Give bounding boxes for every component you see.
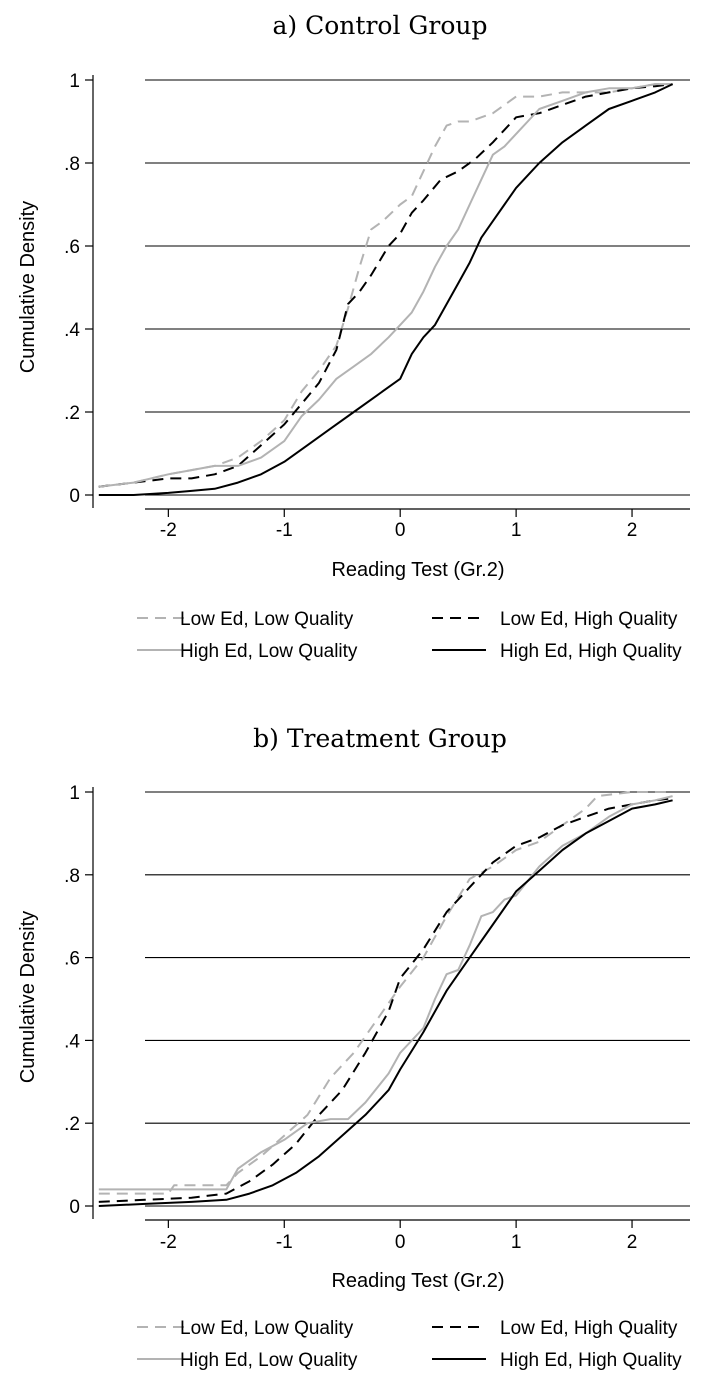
legend: Low Ed, Low Quality Low Ed, High Quality H… [137,609,682,662]
y-tick-label: 1 [69,71,80,92]
y-axis-title: Cumulative Density [17,201,39,373]
x-tick-label: 1 [511,520,522,541]
panel-title: b) Treatment Group [253,724,507,753]
legend-item: Low Ed, High Quality [432,609,678,630]
y-tick-label: 0 [69,1197,80,1218]
legend-item: High Ed, High Quality [432,641,682,662]
x-tick-label: 2 [627,1232,638,1253]
legend-item: High Ed, Low Quality [137,641,358,662]
x-tick-label: 0 [395,1232,406,1253]
legend-label: High Ed, High Quality [500,1350,682,1371]
legend-label: Low Ed, High Quality [500,609,678,630]
legend-label: Low Ed, High Quality [500,1318,678,1339]
series-line-low-ed-high-quality [98,797,673,1203]
panel-control-group: a) Control Group 0 .2 .4 .6 .8 1 -2 -1 0 1 2 Readi… [17,11,690,662]
x-axis-title: Reading Test (Gr.2) [331,1270,504,1292]
legend-item: Low Ed, Low Quality [137,1318,354,1339]
y-tick-label: .4 [64,320,80,341]
y-tick-label: 1 [69,783,80,804]
x-tick-label: -2 [160,1232,177,1253]
panel-title: a) Control Group [273,11,488,40]
x-tick-label: 1 [511,1232,522,1253]
y-tick-label: .6 [64,237,80,258]
y-axis-title: Cumulative Density [17,911,39,1083]
y-tick-label: .8 [64,866,80,887]
y-tick-label: .8 [64,154,80,175]
x-tick-label: -1 [276,1232,293,1253]
y-tick-label: .6 [64,949,80,970]
series-line-high-ed-low-quality [98,83,673,488]
legend-item: Low Ed, Low Quality [137,609,354,630]
x-tick-label: 0 [395,520,406,541]
series-line-low-ed-low-quality [98,791,673,1195]
y-tick-label: 0 [69,486,80,507]
axes: 0 .2 .4 .6 .8 1 -2 -1 0 1 2 [64,71,690,541]
legend: Low Ed, Low Quality Low Ed, High Quality H… [137,1318,682,1371]
legend-item: High Ed, Low Quality [137,1350,358,1371]
legend-label: Low Ed, Low Quality [180,1318,354,1339]
legend-label: High Ed, High Quality [500,641,682,662]
x-tick-label: 2 [627,520,638,541]
legend-label: High Ed, Low Quality [180,1350,358,1371]
series-line-high-ed-high-quality [98,799,673,1207]
legend-label: Low Ed, Low Quality [180,609,354,630]
y-tick-label: .2 [64,1114,80,1135]
y-tick-label: .4 [64,1031,80,1052]
plot-lines [98,791,673,1207]
series-line-low-ed-high-quality [98,83,673,488]
legend-item: High Ed, High Quality [432,1350,682,1371]
legend-label: High Ed, Low Quality [180,641,358,662]
y-tick-label: .2 [64,403,80,424]
series-line-low-ed-low-quality [98,83,673,488]
legend-item: Low Ed, High Quality [432,1318,678,1339]
plot-lines [98,83,674,496]
x-axis-title: Reading Test (Gr.2) [331,559,504,581]
panel-treatment-group: b) Treatment Group 0 .2 .4 .6 .8 1 -2 -1 0 1 2 Rea… [17,724,690,1371]
gridlines [145,791,690,1207]
gridlines [145,79,690,496]
axes: 0 .2 .4 .6 .8 1 -2 -1 0 1 2 [64,783,690,1253]
series-line-high-ed-low-quality [98,795,673,1191]
series-line-high-ed-high-quality [98,83,674,496]
x-tick-label: -2 [160,520,177,541]
x-tick-label: -1 [276,520,293,541]
